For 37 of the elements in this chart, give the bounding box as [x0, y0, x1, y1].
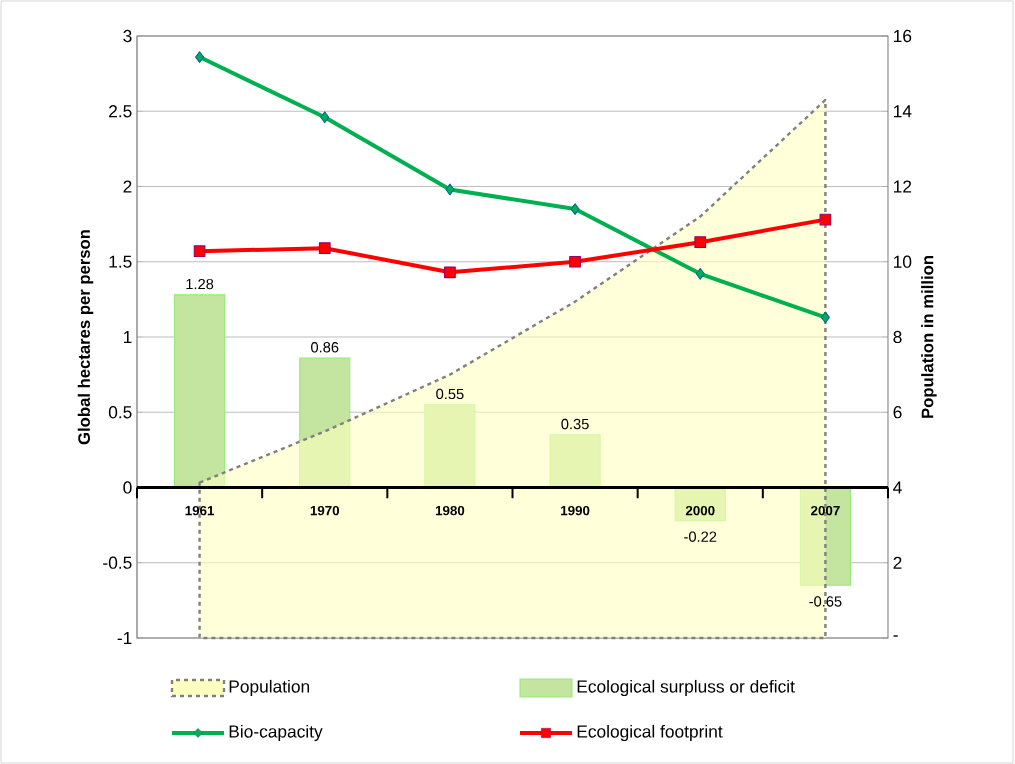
x-tick-label: 1970: [310, 505, 340, 516]
y-tick-label: 2: [123, 180, 132, 193]
legend-label: Ecological footprint: [577, 724, 723, 742]
x-tick-label: 1961: [185, 505, 215, 516]
legend-label: Population: [229, 679, 310, 697]
y-tick-label: -0.5: [103, 556, 132, 569]
y-tick-label: -1: [117, 632, 132, 644]
y-axis-title: Global hectares per person: [77, 230, 94, 445]
data-label: 0.35: [561, 418, 589, 430]
x-tick-label: 1990: [561, 505, 590, 516]
y2-tick-label: -: [893, 635, 898, 637]
y2-tick-label: 8: [893, 330, 902, 344]
y2-tick-label: 12: [894, 180, 912, 193]
data-label: 0.55: [436, 388, 464, 400]
data-label: -0.65: [809, 596, 842, 607]
x-tick-label: 1980: [435, 505, 465, 516]
y-tick-label: 1.5: [109, 255, 132, 268]
y-tick-label: 1: [123, 331, 132, 343]
y2-tick-label: 16: [894, 29, 912, 43]
y2-tick-label: 2: [893, 556, 902, 569]
y-tick-label: 0: [123, 481, 132, 494]
y2-tick-label: 14: [894, 105, 912, 118]
point: [195, 51, 205, 63]
legend-label: Ecological surpluss or deficit: [577, 679, 795, 697]
y2-tick-label: 10: [894, 255, 912, 268]
y2-tick-label: 6: [893, 406, 902, 419]
x-tick-label: 2007: [811, 505, 840, 516]
y2-axis-title: Population in million: [921, 256, 937, 418]
y-tick-label: 3: [123, 29, 132, 43]
y2-tick-label: 4: [893, 481, 902, 494]
x-tick-label: 2000: [685, 505, 715, 516]
legend-label: Bio-capacity: [229, 724, 323, 742]
data-label: -0.22: [684, 531, 717, 542]
y-tick-label: 0.5: [108, 406, 132, 419]
data-label: 0.86: [311, 342, 339, 353]
data-label: 1.28: [186, 278, 214, 290]
y-tick-label: 2.5: [109, 105, 132, 118]
